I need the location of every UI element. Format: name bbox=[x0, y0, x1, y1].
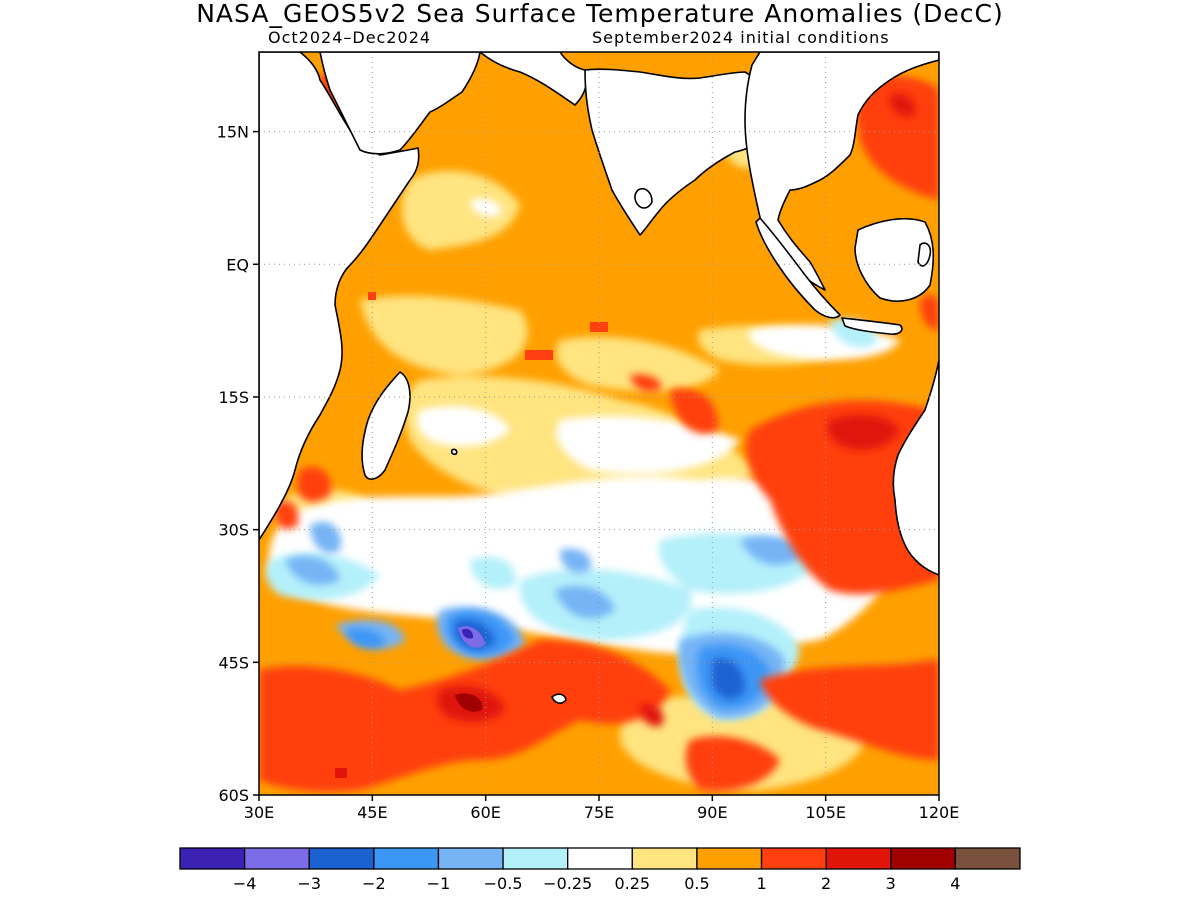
lat-tick-label: 60S bbox=[218, 786, 249, 805]
colorbar-label: −3 bbox=[297, 874, 321, 893]
colorbar-label: −0.5 bbox=[484, 874, 523, 893]
warm-speck-5 bbox=[335, 768, 347, 778]
colorbar-swatch bbox=[760, 847, 827, 870]
colorbar-swatch bbox=[825, 847, 892, 870]
lon-tick-label: 105E bbox=[805, 803, 846, 822]
colorbar-label: −4 bbox=[233, 874, 257, 893]
borneo-land bbox=[854, 217, 935, 302]
warm-speck-3 bbox=[525, 350, 553, 360]
colorbar-label: 0.25 bbox=[614, 874, 650, 893]
colorbar-swatch bbox=[696, 847, 763, 870]
extreme-cool-core-58e bbox=[462, 628, 474, 639]
colorbar-label: 1 bbox=[756, 874, 766, 893]
india-land bbox=[584, 68, 777, 236]
lon-axis: 30E 45E 60E 75E 90E 105E 120E bbox=[244, 795, 960, 822]
colorbar-swatch bbox=[373, 847, 440, 870]
colorbar-label: −0.25 bbox=[543, 874, 592, 893]
colorbar-label: 2 bbox=[821, 874, 831, 893]
colorbar-label: 0.5 bbox=[684, 874, 709, 893]
arabian-peninsula-land bbox=[319, 52, 481, 155]
warm-speck-1 bbox=[368, 292, 376, 300]
colorbar-label: −1 bbox=[427, 874, 451, 893]
lon-tick-label: 75E bbox=[584, 803, 614, 822]
lat-tick-label: 15N bbox=[217, 123, 249, 142]
colorbar-swatch bbox=[567, 847, 633, 870]
lat-tick-label: 45S bbox=[218, 653, 249, 672]
lon-tick-label: 60E bbox=[470, 803, 500, 822]
lon-tick-label: 120E bbox=[919, 803, 960, 822]
colorbar-label: −2 bbox=[362, 874, 386, 893]
initial-conditions: September2024 initial conditions bbox=[592, 28, 890, 47]
reunion-island bbox=[450, 448, 458, 456]
colorbar: −4 −3 −2 −1 −0.5 −0.25 0.25 0.5 1 2 3 4 bbox=[179, 847, 1021, 893]
colorbar-label: 3 bbox=[886, 874, 896, 893]
grid-lines bbox=[259, 52, 939, 795]
madagascar-land bbox=[361, 371, 411, 480]
java-land bbox=[841, 317, 903, 335]
lon-tick-label: 90E bbox=[697, 803, 727, 822]
lat-axis: 15N EQ 15S 30S 45S 60S bbox=[217, 123, 259, 805]
australia-land bbox=[892, 359, 939, 576]
persia-land bbox=[479, 52, 588, 106]
lat-tick-label: 30S bbox=[218, 521, 249, 540]
sumatra-land bbox=[755, 217, 841, 319]
lat-tick-label: EQ bbox=[226, 255, 249, 274]
map-title: NASA_GEOS5v2 Sea Surface Temperature Ano… bbox=[196, 0, 1004, 28]
lon-tick-label: 45E bbox=[357, 803, 387, 822]
colorbar-swatch bbox=[502, 847, 569, 870]
sri-lanka-land bbox=[634, 187, 653, 209]
colorbar-swatch bbox=[243, 847, 310, 870]
lat-tick-label: 15S bbox=[218, 388, 249, 407]
colorbar-swatch bbox=[631, 847, 698, 870]
sulawesi-land bbox=[917, 242, 932, 267]
colorbar-swatch bbox=[437, 847, 504, 870]
colorbar-label: 4 bbox=[950, 874, 960, 893]
colorbar-swatch bbox=[308, 847, 375, 870]
lon-tick-label: 30E bbox=[244, 803, 274, 822]
colorbar-swatch bbox=[179, 847, 246, 870]
landmasses bbox=[259, 52, 939, 704]
very-hot-spot bbox=[455, 693, 483, 712]
anomaly-field bbox=[259, 52, 939, 795]
colorbar-swatch bbox=[890, 847, 957, 870]
colorbar-swatch bbox=[954, 847, 1021, 870]
southeast-asia-land bbox=[744, 52, 939, 291]
kerguelen-land bbox=[551, 693, 567, 704]
forecast-period: Oct2024–Dec2024 bbox=[268, 28, 432, 47]
